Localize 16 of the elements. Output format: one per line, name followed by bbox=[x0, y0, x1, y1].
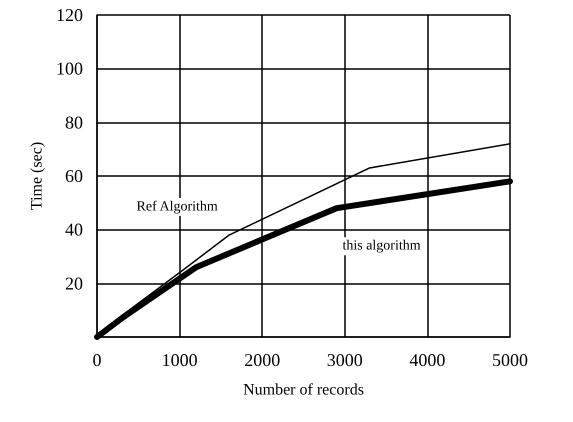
x-tick-label: 5000 bbox=[492, 350, 528, 370]
series-label: Ref Algorithm bbox=[136, 200, 218, 215]
x-axis-title: Number of records bbox=[243, 382, 364, 398]
y-tick-label: 40 bbox=[65, 220, 83, 240]
x-tick-label: 4000 bbox=[409, 350, 446, 370]
x-tick-label: 1000 bbox=[162, 350, 198, 370]
x-tick-label: 3000 bbox=[326, 350, 363, 370]
y-axis-title: Time (sec) bbox=[28, 142, 46, 210]
x-tick-label: 2000 bbox=[244, 350, 280, 370]
y-tick-label: 60 bbox=[65, 166, 83, 186]
text: this algorithm bbox=[342, 238, 421, 254]
y-tick-label: 100 bbox=[56, 58, 83, 79]
x-tick-label: 0 bbox=[92, 350, 102, 370]
y-tick-label: 120 bbox=[56, 5, 83, 25]
y-tick-label: 20 bbox=[65, 273, 83, 294]
y-tick-label: 80 bbox=[65, 112, 83, 132]
